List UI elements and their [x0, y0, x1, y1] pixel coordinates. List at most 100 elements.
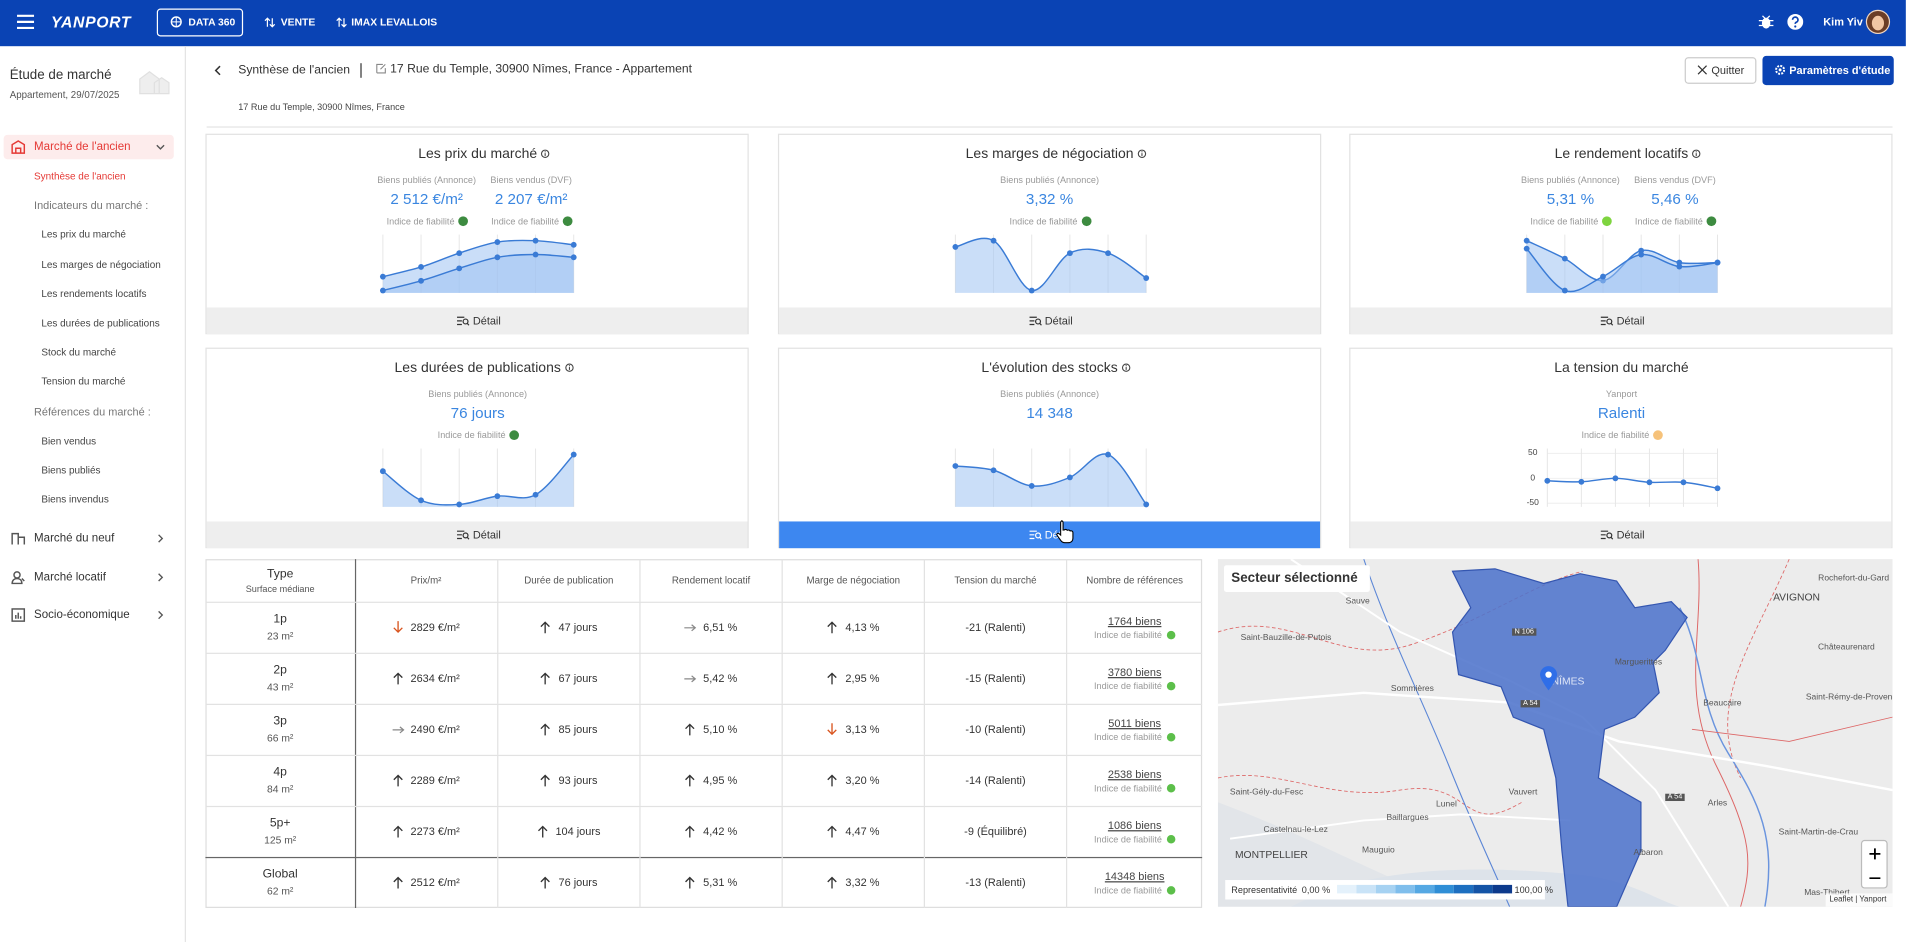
sparkline-dot	[1523, 245, 1530, 252]
menu-item[interactable]: Marché locatif	[34, 570, 106, 585]
y-tick-label: 0	[1530, 474, 1536, 483]
nav-item[interactable]: IMAX LEVALLOIS	[351, 15, 438, 28]
detail-label[interactable]: Détail	[1616, 528, 1645, 541]
sparkline-dot	[570, 451, 577, 458]
legend-swatch	[1375, 884, 1396, 894]
info-icon	[540, 149, 550, 158]
row-type: 3p	[273, 714, 287, 729]
references-link[interactable]: 3780 biens	[1107, 665, 1162, 678]
value-cell: 2512 €/m²	[355, 857, 497, 908]
value-cell: 3,13 %	[781, 703, 924, 755]
submenu-item[interactable]: Tension du marché	[41, 376, 126, 388]
reliability-label: Indice de fiabilité	[437, 429, 506, 441]
references-link[interactable]: 14348 biens	[1104, 869, 1165, 882]
submenu-item[interactable]: Les rendements locatifs	[41, 288, 147, 300]
sparkline	[1544, 448, 1721, 507]
cell-value: 4,47 %	[845, 825, 880, 838]
submenu-item[interactable]: Les marges de négociation	[41, 259, 161, 270]
user-name[interactable]: Kim Yiv	[1823, 15, 1863, 28]
detail-label[interactable]: Détail	[1044, 314, 1073, 327]
detail-button[interactable]	[206, 307, 748, 335]
references-link[interactable]: 5011 biens	[1108, 716, 1162, 729]
metric-value: 3,32 %	[1025, 190, 1074, 208]
detail-button[interactable]	[778, 307, 1320, 335]
detail-label[interactable]: Détail	[1616, 314, 1645, 327]
menu-icon	[11, 532, 26, 545]
chevron	[158, 610, 164, 620]
cell-value: 4,42 %	[703, 825, 738, 838]
detail-button[interactable]	[778, 521, 1320, 549]
attribution-box	[1825, 893, 1893, 907]
study-illustration	[139, 70, 170, 95]
data360-button[interactable]	[156, 8, 244, 37]
bug-icon	[1758, 15, 1774, 29]
reliability-dot	[562, 216, 573, 227]
cell-value: 3,32 %	[845, 876, 880, 889]
sparkline-dot	[1104, 250, 1111, 257]
cell-value: 5,31 %	[703, 876, 738, 889]
legend-max: 100,00 %	[1514, 884, 1554, 896]
references-link[interactable]: 1086 biens	[1107, 818, 1162, 831]
metric-value: Ralenti	[1597, 404, 1646, 422]
detail-icon	[1600, 530, 1614, 540]
references-link[interactable]: 1764 biens	[1107, 614, 1162, 627]
place-label: Vauvert	[1508, 788, 1538, 797]
quit-button[interactable]	[1684, 57, 1757, 84]
detail-button[interactable]	[206, 521, 748, 549]
reliability-dot	[1166, 783, 1176, 792]
vente-icon	[264, 17, 276, 28]
row-surface: 125 m²	[264, 833, 297, 846]
value-cell: 2829 €/m²	[355, 602, 497, 653]
sparkline-dot	[418, 264, 424, 270]
sparkline-dot	[1600, 273, 1606, 280]
reliability-label: Indice de fiabilité	[491, 215, 560, 227]
study-title: Étude de marché	[9, 68, 112, 83]
sparkline-line	[382, 454, 575, 506]
metric-label: Yanport	[1605, 388, 1638, 400]
references-link[interactable]: 2538 biens	[1107, 767, 1162, 780]
sub-address: 17 Rue du Temple, 30900 Nîmes, France	[238, 101, 405, 113]
menu-item[interactable]: Marché du neuf	[34, 531, 115, 546]
detail-button[interactable]	[1350, 307, 1892, 335]
table-header-cell: Type Surface médiane	[205, 559, 355, 602]
card-title: Le rendement locatifs	[1554, 147, 1689, 162]
submenu-item[interactable]: Bien vendus	[41, 435, 97, 447]
info-icon	[564, 363, 574, 372]
menu-item[interactable]: Marché de l'ancien	[34, 140, 131, 154]
value-cell: 3,20 %	[781, 754, 924, 806]
row-type: 2p	[273, 663, 287, 678]
nav-item[interactable]: VENTE	[280, 15, 316, 28]
submenu-item[interactable]: Stock du marché	[41, 347, 117, 359]
reliability-row: Indice de fiabilité	[1094, 782, 1176, 793]
help-icon	[1787, 13, 1804, 30]
trend-arrow	[685, 722, 696, 735]
selected-sector	[1451, 568, 1688, 907]
value-cell: 76 jours	[497, 856, 639, 908]
detail-button[interactable]	[1350, 521, 1892, 549]
table-header-cell: Marge de négociation	[781, 559, 924, 602]
sparkline-dot	[494, 254, 501, 261]
detail-label[interactable]: Détail	[472, 528, 501, 541]
zoom-control[interactable]	[1860, 839, 1888, 889]
sparkline-area	[954, 453, 1146, 507]
reliability-dot	[1653, 430, 1663, 441]
breadcrumb[interactable]: Synthèse de l'ancien	[238, 63, 351, 78]
detail-label[interactable]: Détail	[472, 314, 501, 327]
submenu-item[interactable]: Les prix du marché	[41, 229, 126, 241]
cell-value: 2512 €/m²	[410, 876, 460, 889]
sparkline-area	[382, 254, 574, 293]
trend-arrow	[685, 824, 696, 837]
submenu-item[interactable]: Les durées de publications	[41, 317, 160, 329]
trend-arrow	[393, 620, 403, 633]
nav-item[interactable]: DATA 360	[188, 15, 236, 28]
sparkline-dot	[570, 254, 577, 261]
submenu-item[interactable]: Biens invendus	[41, 494, 109, 506]
sparkline-dot	[1142, 275, 1149, 281]
legend-swatch	[1453, 884, 1474, 894]
reliability-label: Indice de fiabilité	[1530, 215, 1599, 227]
submenu-item[interactable]: Synthèse de l'ancien	[34, 170, 126, 182]
menu-item[interactable]: Socio-économique	[34, 608, 130, 622]
submenu-item[interactable]: Biens publiés	[41, 464, 101, 476]
reliability-dot	[1602, 216, 1612, 227]
